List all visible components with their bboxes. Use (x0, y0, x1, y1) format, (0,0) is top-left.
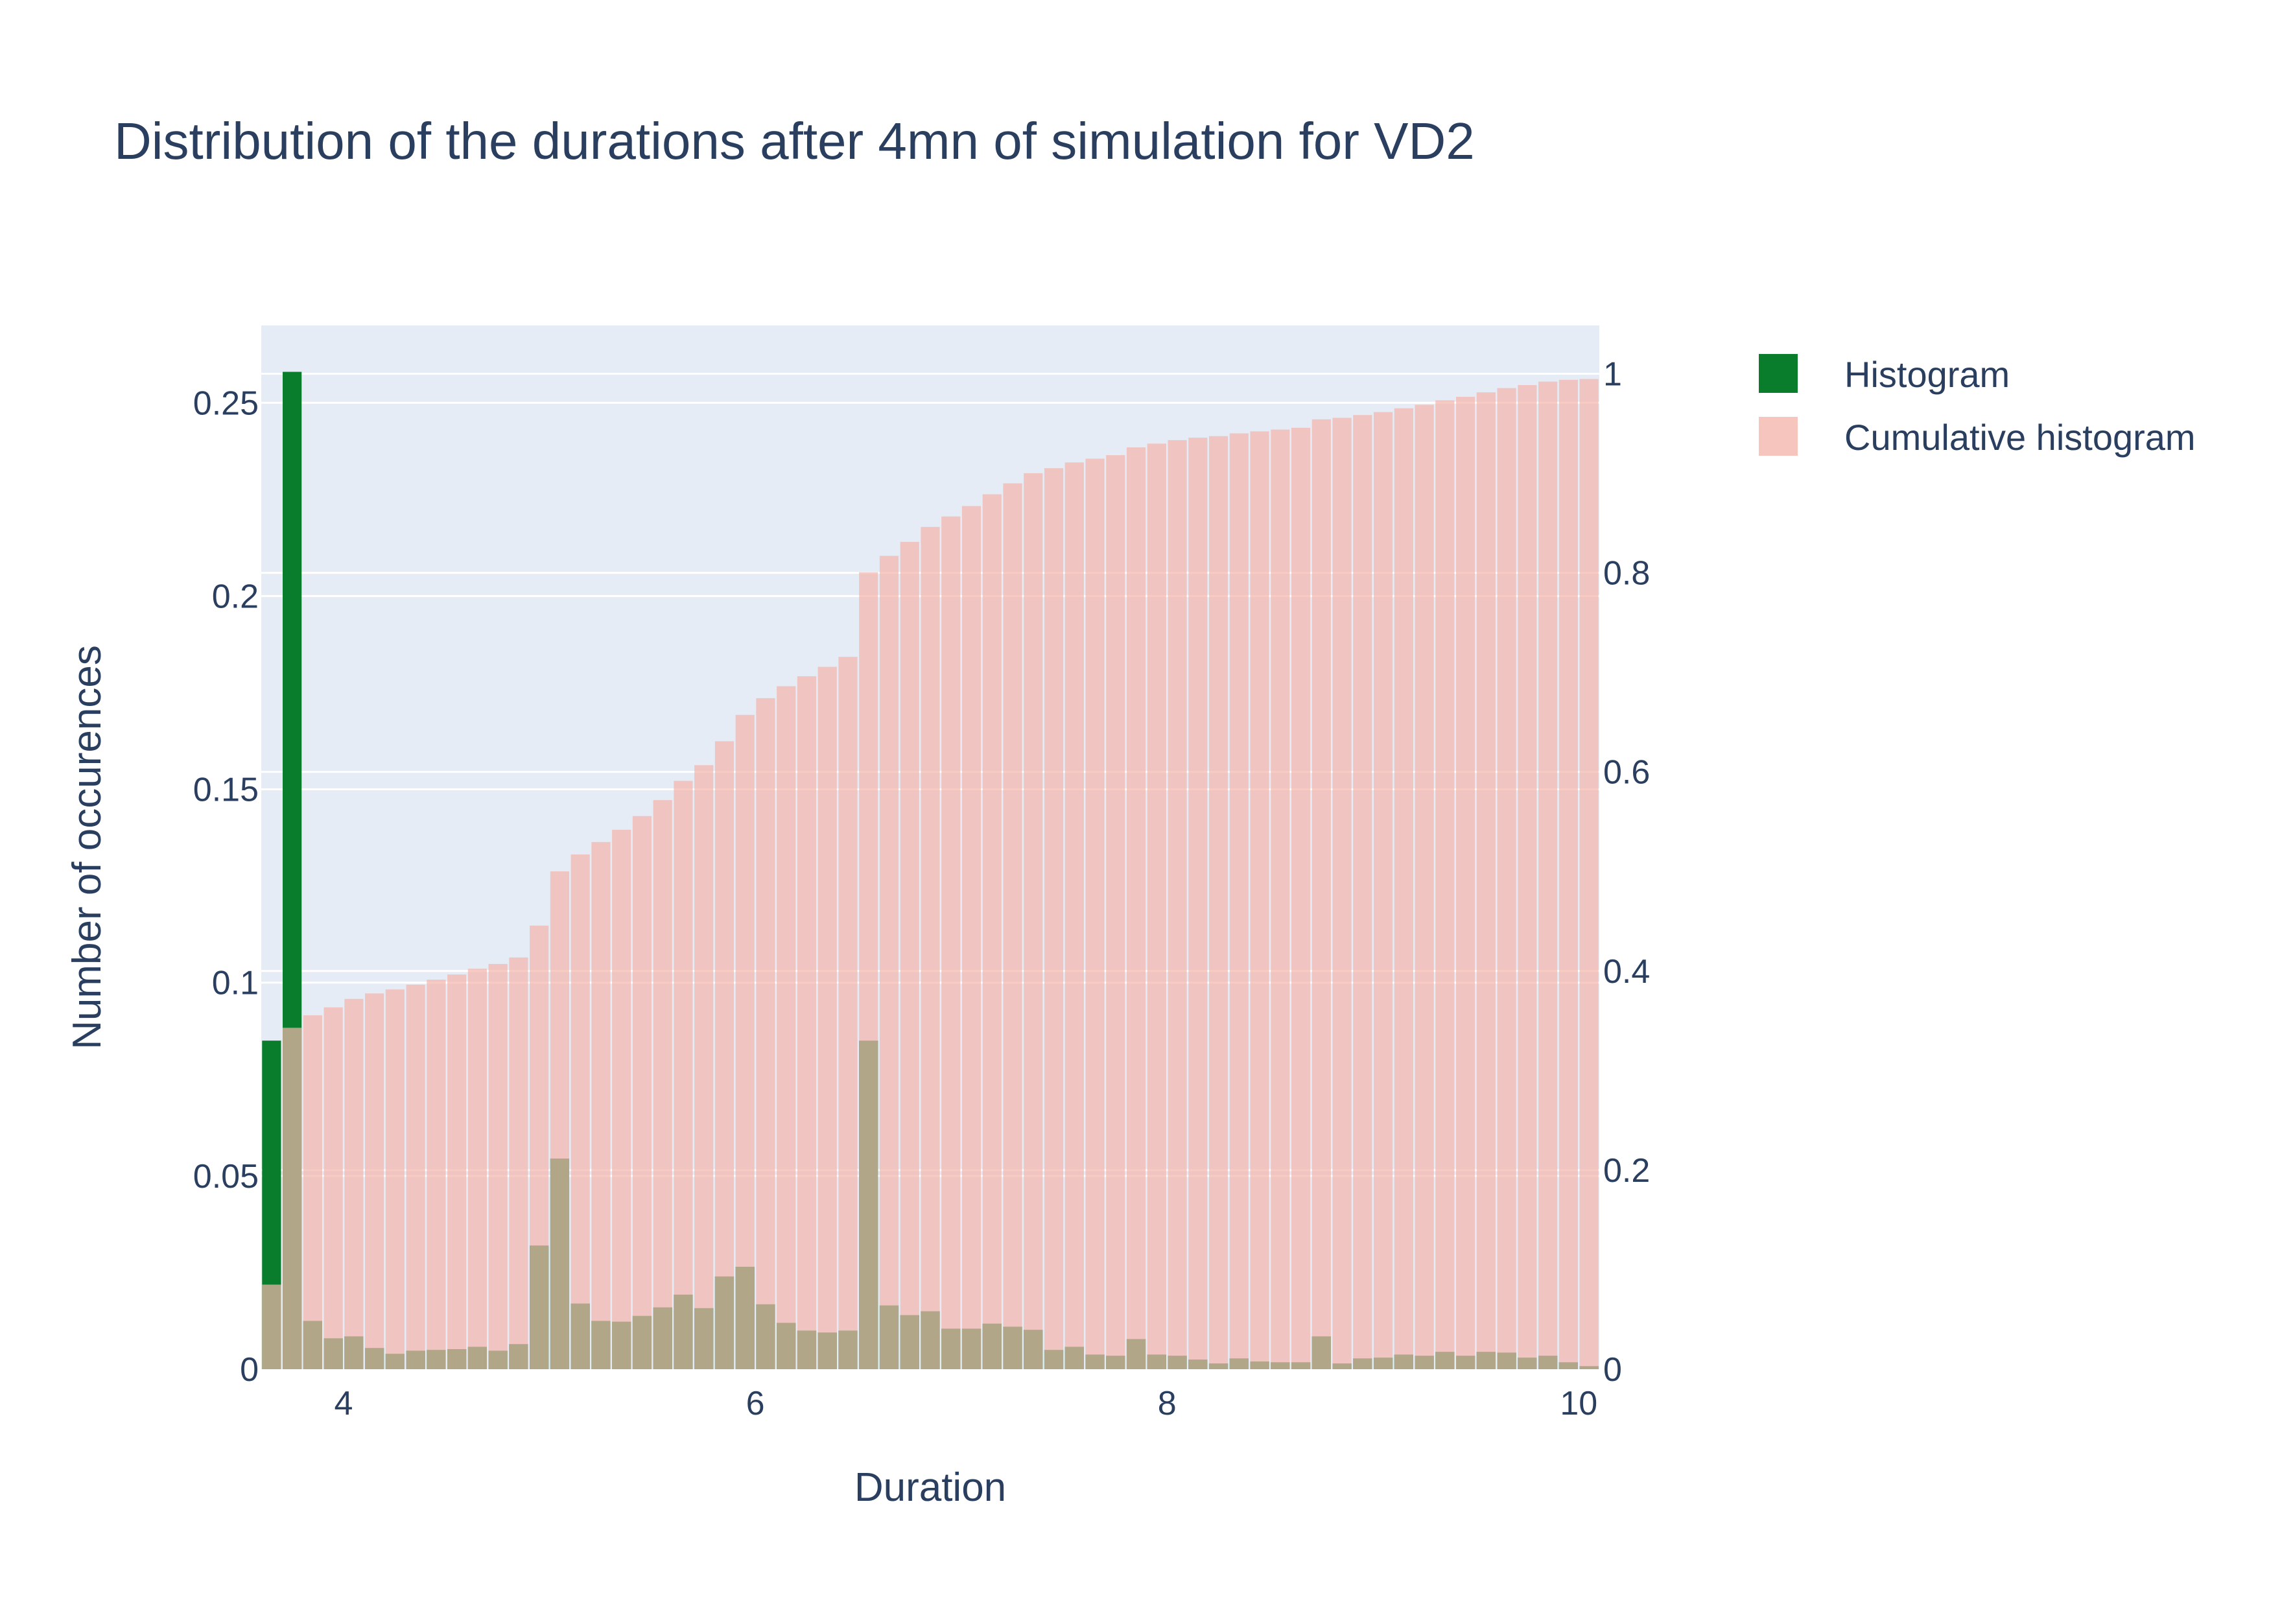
cumulative-bar[interactable] (1229, 433, 1249, 1369)
y2-tick-label: 1 (1603, 355, 1622, 393)
cumulative-bar[interactable] (262, 1284, 281, 1369)
y-tick-label: 0.25 (193, 384, 259, 422)
cumulative-bar[interactable] (1332, 418, 1352, 1370)
y-axis-ticks: 0 0.05 0.1 0.15 0.2 0.25 (193, 384, 259, 1389)
y2-tick-label: 0 (1603, 1351, 1622, 1389)
cumulative-bar[interactable] (365, 993, 384, 1369)
cumulative-bar[interactable] (735, 714, 755, 1369)
cumulative-bar[interactable] (982, 494, 1002, 1370)
cumulative-bar[interactable] (1271, 429, 1290, 1369)
cumulative-bar[interactable] (674, 781, 693, 1369)
x-tick-label: 4 (335, 1385, 353, 1422)
cumulative-bar[interactable] (1188, 438, 1208, 1369)
cumulative-bar[interactable] (303, 1015, 322, 1369)
cumulative-bar[interactable] (427, 980, 446, 1369)
y2-axis-ticks: 0 0.2 0.4 0.6 0.8 1 (1603, 355, 1650, 1389)
cumulative-bar[interactable] (530, 925, 549, 1369)
cumulative-bar[interactable] (941, 516, 961, 1369)
y-tick-label: 0.15 (193, 771, 259, 809)
x-tick-label: 10 (1560, 1385, 1597, 1422)
cumulative-histogram-bars (262, 379, 1599, 1370)
cumulative-bar[interactable] (817, 666, 837, 1369)
cumulative-bar[interactable] (1250, 431, 1269, 1369)
cumulative-bar[interactable] (570, 854, 590, 1369)
y-tick-label: 0.1 (212, 965, 259, 1002)
cumulative-bar[interactable] (612, 829, 631, 1369)
y-tick-label: 0.05 (193, 1158, 259, 1195)
y-tick-label: 0 (240, 1351, 259, 1389)
cumulative-bar[interactable] (1538, 381, 1558, 1369)
cumulative-bar[interactable] (1455, 397, 1475, 1369)
cumulative-bar[interactable] (447, 974, 467, 1369)
cumulative-bar[interactable] (1476, 392, 1496, 1369)
cumulative-bar[interactable] (694, 765, 714, 1369)
cumulative-bar[interactable] (714, 741, 735, 1369)
cumulative-bar[interactable] (632, 816, 652, 1369)
cumulative-bar[interactable] (777, 686, 796, 1369)
legend-label-histogram[interactable]: Histogram (1844, 354, 2010, 395)
y2-tick-label: 0.4 (1603, 953, 1650, 991)
cumulative-bar[interactable] (323, 1007, 343, 1369)
cumulative-bar[interactable] (838, 657, 858, 1369)
cumulative-bar[interactable] (1497, 388, 1516, 1369)
cumulative-bar[interactable] (1415, 405, 1434, 1369)
cumulative-bar[interactable] (1291, 427, 1311, 1369)
cumulative-bar[interactable] (1085, 458, 1105, 1369)
cumulative-bar[interactable] (921, 526, 940, 1369)
cumulative-bar[interactable] (1208, 436, 1229, 1369)
legend[interactable]: Histogram Cumulative histogram (1759, 354, 2196, 458)
cumulative-bar[interactable] (1024, 473, 1043, 1369)
cumulative-bar[interactable] (488, 963, 508, 1369)
cumulative-bar[interactable] (1373, 412, 1393, 1369)
cumulative-bar[interactable] (1558, 379, 1578, 1369)
cumulative-bar[interactable] (756, 698, 775, 1369)
cumulative-bar[interactable] (283, 1028, 302, 1369)
cumulative-bar[interactable] (1044, 468, 1064, 1369)
legend-label-cumulative[interactable]: Cumulative histogram (1844, 417, 2196, 458)
y2-tick-label: 0.6 (1603, 754, 1650, 792)
cumulative-bar[interactable] (1435, 400, 1455, 1369)
y2-tick-label: 0.8 (1603, 555, 1650, 593)
x-tick-label: 6 (746, 1385, 765, 1422)
x-tick-label: 8 (1158, 1385, 1177, 1422)
cumulative-bar[interactable] (1064, 462, 1084, 1369)
y2-tick-label: 0.2 (1603, 1152, 1650, 1190)
cumulative-bar[interactable] (1126, 447, 1146, 1369)
legend-swatch-histogram (1759, 354, 1798, 393)
cumulative-bar[interactable] (344, 998, 364, 1369)
cumulative-bar[interactable] (1353, 415, 1372, 1369)
chart-title: Distribution of the durations after 4mn … (114, 112, 1475, 170)
cumulative-bar[interactable] (879, 556, 899, 1369)
cumulative-bar[interactable] (406, 984, 425, 1369)
cumulative-bar[interactable] (900, 541, 919, 1370)
cumulative-bar[interactable] (1106, 455, 1125, 1370)
y-tick-label: 0.2 (212, 578, 259, 615)
cumulative-bar[interactable] (797, 676, 817, 1369)
cumulative-bar[interactable] (385, 989, 405, 1369)
cumulative-bar[interactable] (509, 957, 528, 1369)
y-axis-label: Number of occurences (65, 645, 110, 1050)
cumulative-bar[interactable] (1394, 408, 1413, 1369)
x-axis-ticks: 4 6 8 10 (335, 1385, 1598, 1422)
cumulative-bar[interactable] (1003, 483, 1022, 1369)
cumulative-bar[interactable] (1168, 440, 1187, 1369)
x-axis-label: Duration (854, 1465, 1006, 1510)
cumulative-bar[interactable] (961, 506, 982, 1369)
cumulative-bar[interactable] (591, 841, 611, 1369)
cumulative-bar[interactable] (1147, 443, 1166, 1369)
cumulative-bar[interactable] (1518, 384, 1537, 1370)
cumulative-bar[interactable] (859, 572, 878, 1369)
cumulative-bar[interactable] (1311, 419, 1331, 1369)
cumulative-bar[interactable] (550, 871, 570, 1369)
cumulative-bar[interactable] (1579, 379, 1599, 1369)
cumulative-bar[interactable] (653, 800, 672, 1369)
legend-swatch-cumulative (1759, 417, 1798, 456)
cumulative-bar[interactable] (467, 969, 488, 1369)
